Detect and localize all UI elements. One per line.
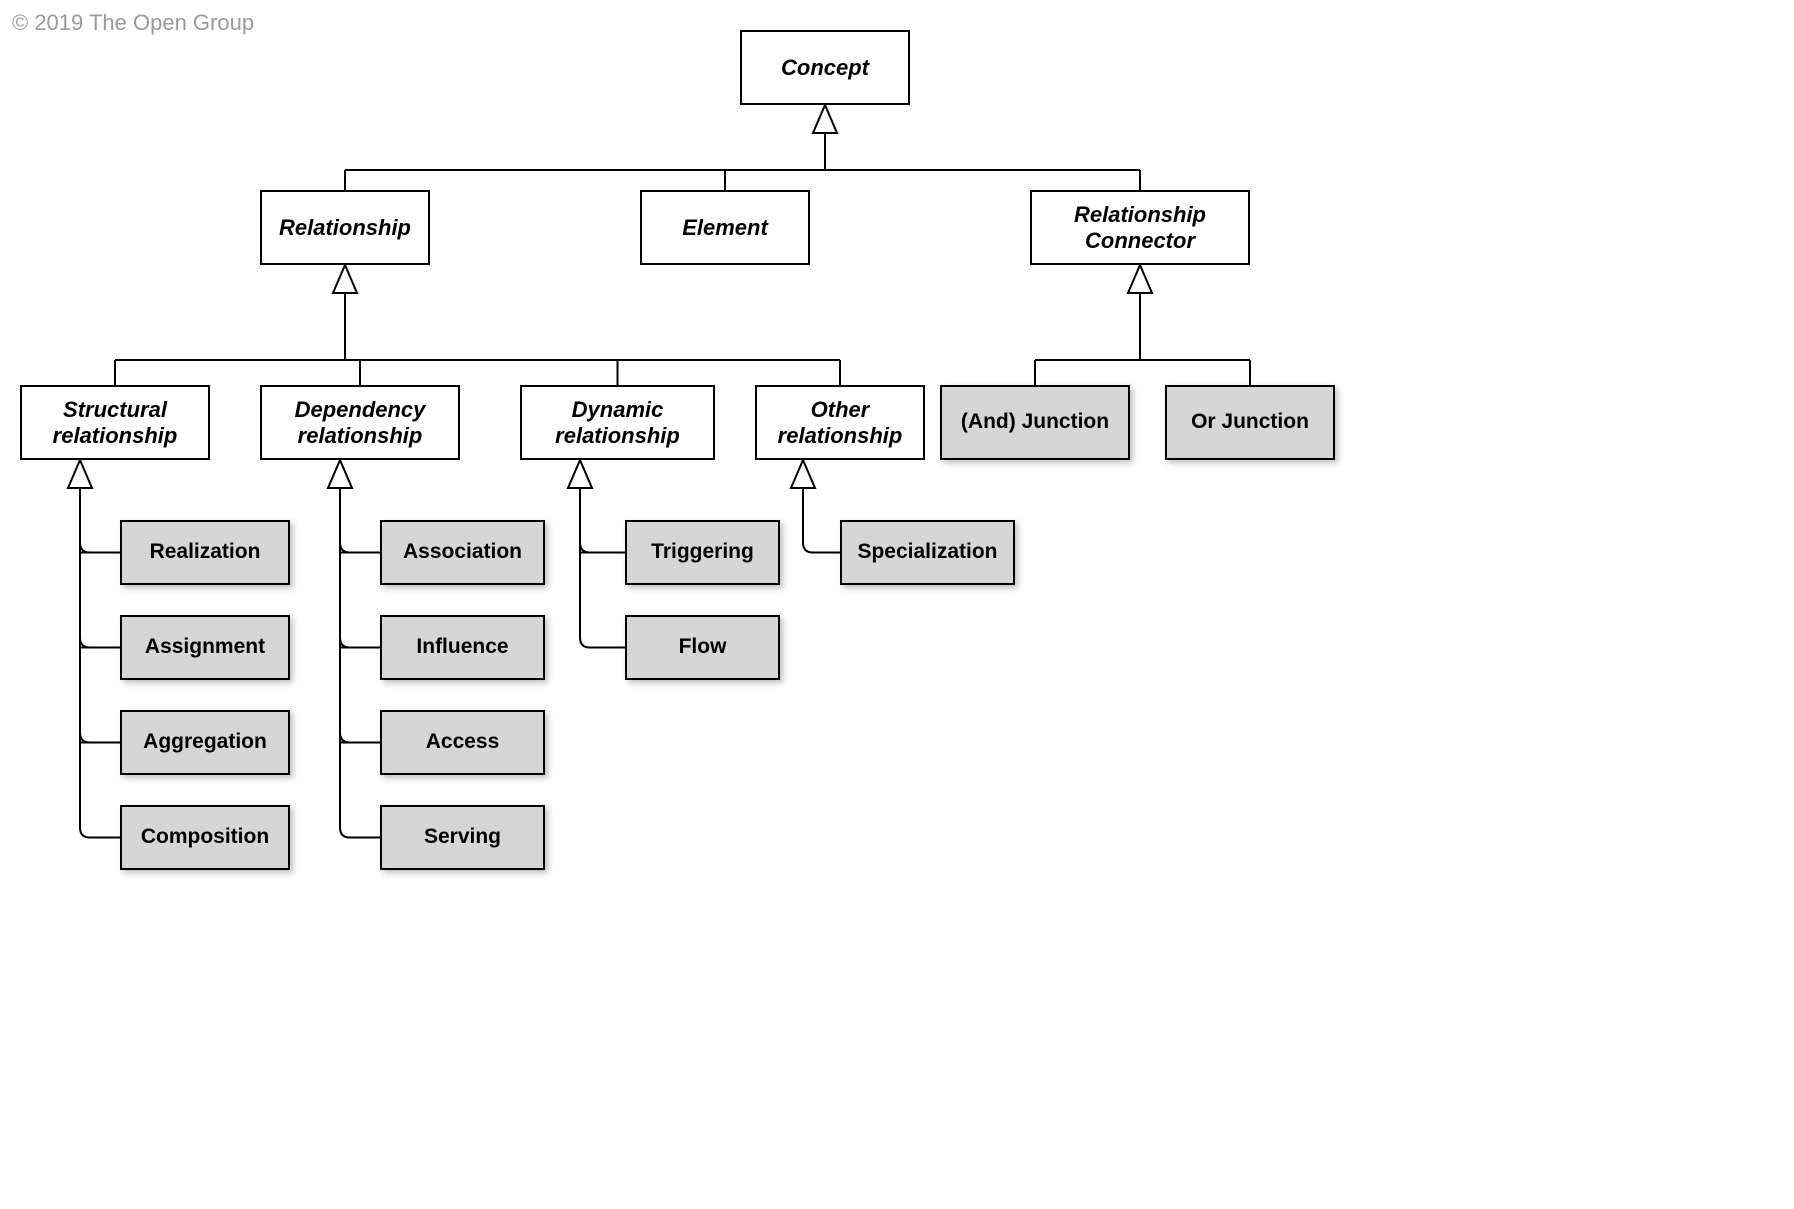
node-relationship: Relationship bbox=[260, 190, 430, 265]
node-serving: Serving bbox=[380, 805, 545, 870]
node-association: Association bbox=[380, 520, 545, 585]
diagram-canvas: © 2019 The Open Group Concept Relationshi… bbox=[0, 0, 1794, 1209]
node-specialization: Specialization bbox=[840, 520, 1015, 585]
copyright-text: © 2019 The Open Group bbox=[12, 10, 254, 36]
node-access: Access bbox=[380, 710, 545, 775]
node-assignment: Assignment bbox=[120, 615, 290, 680]
node-aggregation: Aggregation bbox=[120, 710, 290, 775]
node-influence: Influence bbox=[380, 615, 545, 680]
node-concept: Concept bbox=[740, 30, 910, 105]
node-dynamic: Dynamic relationship bbox=[520, 385, 715, 460]
node-element: Element bbox=[640, 190, 810, 265]
node-dependency: Dependency relationship bbox=[260, 385, 460, 460]
node-andjunc: (And) Junction bbox=[940, 385, 1130, 460]
node-relconn: Relationship Connector bbox=[1030, 190, 1250, 265]
node-other: Other relationship bbox=[755, 385, 925, 460]
edges-svg bbox=[0, 0, 1794, 1209]
node-flow: Flow bbox=[625, 615, 780, 680]
node-triggering: Triggering bbox=[625, 520, 780, 585]
node-structural: Structural relationship bbox=[20, 385, 210, 460]
node-realization: Realization bbox=[120, 520, 290, 585]
node-composition: Composition bbox=[120, 805, 290, 870]
node-orjunc: Or Junction bbox=[1165, 385, 1335, 460]
